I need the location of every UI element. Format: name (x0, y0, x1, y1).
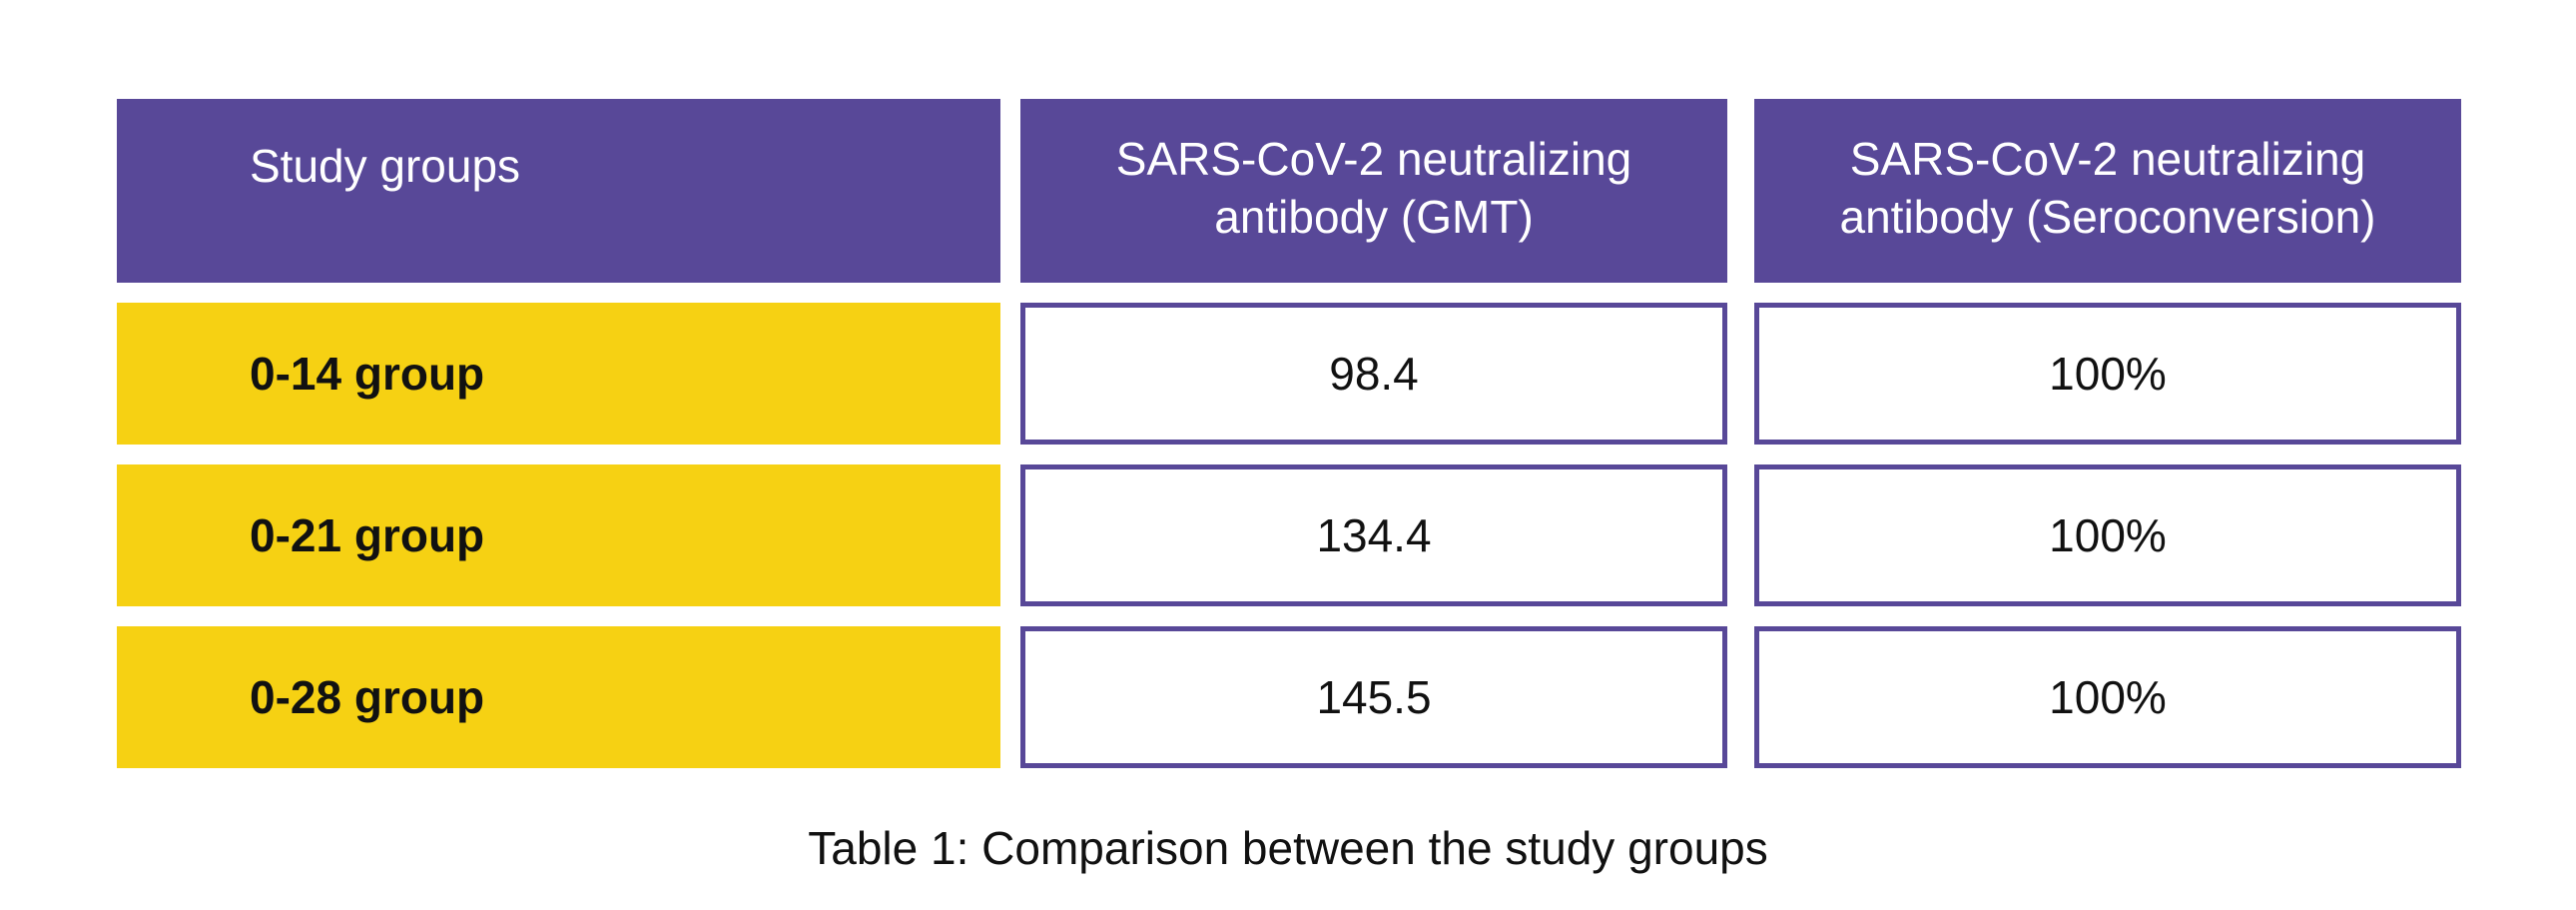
header-seroconversion: SARS-CoV-2 neutralizing antibody (Seroco… (1754, 99, 2461, 283)
table-row: 0-14 group 98.4 100% (117, 303, 2461, 445)
gmt-cell: 145.5 (1020, 626, 1727, 768)
header-sero-line1: SARS-CoV-2 neutralizing (1849, 133, 2366, 185)
gmt-cell: 98.4 (1020, 303, 1727, 445)
group-cell: 0-21 group (117, 464, 1000, 606)
group-cell: 0-28 group (117, 626, 1000, 768)
header-gmt-line2: antibody (GMT) (1214, 191, 1534, 243)
group-cell: 0-14 group (117, 303, 1000, 445)
table-header-row: Study groups SARS-CoV-2 neutralizing ant… (117, 99, 2461, 283)
seroconversion-cell: 100% (1754, 303, 2461, 445)
gmt-cell: 134.4 (1020, 464, 1727, 606)
header-sero-line2: antibody (Seroconversion) (1839, 191, 2376, 243)
header-gmt-line1: SARS-CoV-2 neutralizing (1115, 133, 1632, 185)
header-study-groups: Study groups (117, 99, 1000, 283)
comparison-table: Study groups SARS-CoV-2 neutralizing ant… (117, 99, 2461, 788)
seroconversion-cell: 100% (1754, 464, 2461, 606)
table-row: 0-21 group 134.4 100% (117, 464, 2461, 606)
header-gmt: SARS-CoV-2 neutralizing antibody (GMT) (1020, 99, 1727, 283)
seroconversion-cell: 100% (1754, 626, 2461, 768)
table-caption: Table 1: Comparison between the study gr… (808, 822, 1768, 874)
table-row: 0-28 group 145.5 100% (117, 626, 2461, 768)
